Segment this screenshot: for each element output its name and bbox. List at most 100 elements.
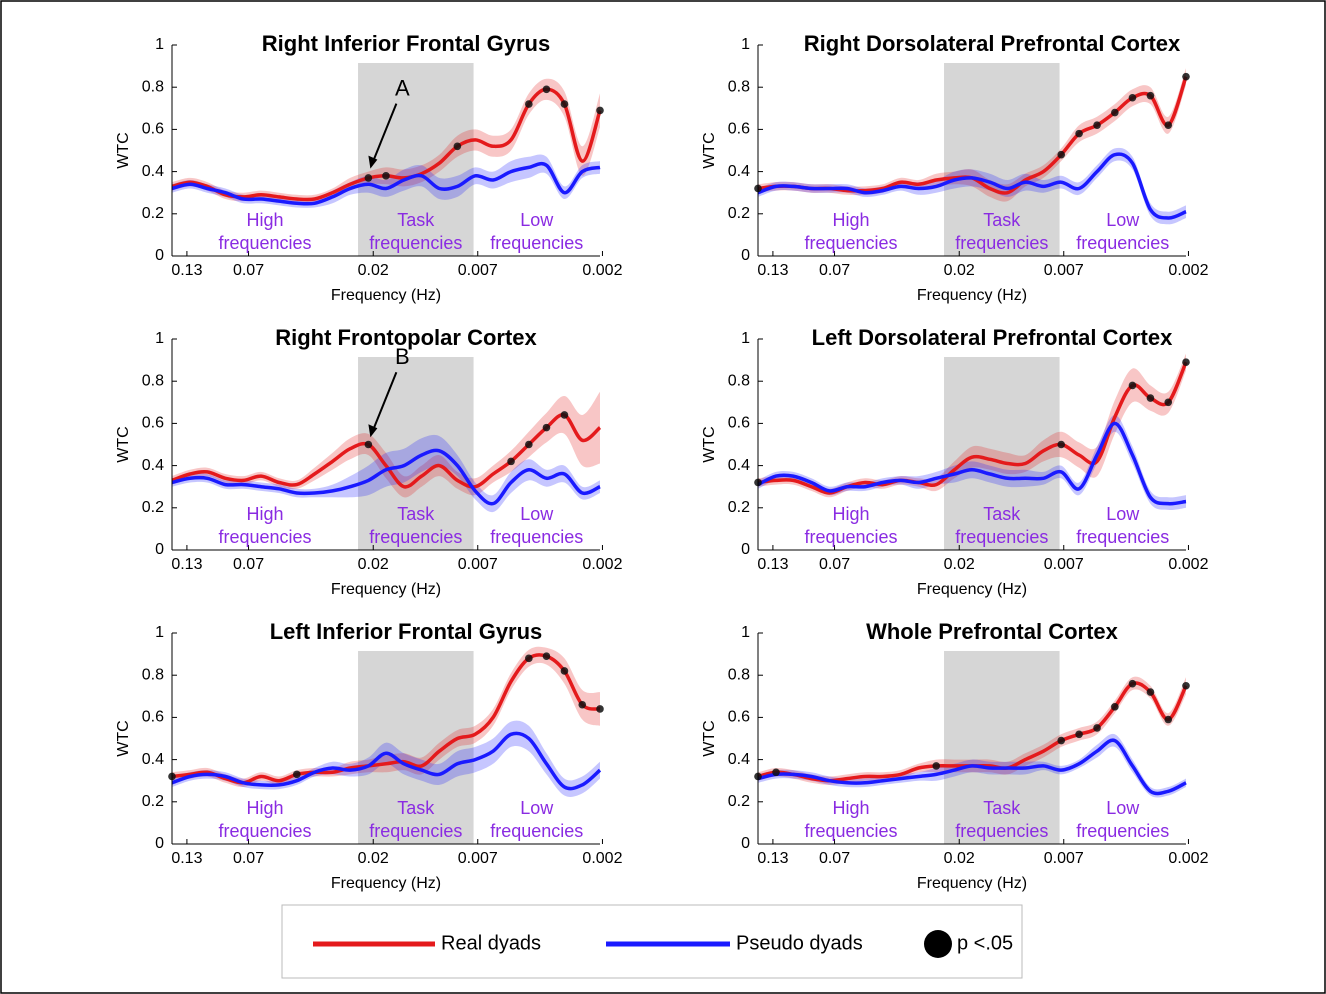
y-tick-label: 0.4 (142, 457, 164, 474)
region-label: frequencies (1076, 233, 1169, 253)
y-tick-label: 0.2 (728, 793, 750, 810)
significance-dot (1128, 93, 1137, 102)
significance-dot (542, 652, 551, 661)
y-tick-label: 0.4 (142, 751, 164, 768)
region-label: frequencies (490, 527, 583, 547)
significance-dot (1075, 129, 1083, 138)
significance-dot (1128, 381, 1137, 390)
x-tick-label: 0.002 (1168, 556, 1208, 573)
y-tick-label: 1 (741, 624, 750, 641)
significance-dot (542, 423, 551, 432)
error-band (758, 353, 1186, 498)
y-tick-label: 0 (741, 835, 750, 852)
y-tick-label: 0.8 (142, 666, 164, 683)
x-tick-label: 0.13 (171, 262, 202, 279)
region-label: frequencies (804, 527, 897, 547)
region-label: frequencies (955, 527, 1048, 547)
significance-dot (525, 440, 533, 449)
region-label: Low (520, 798, 554, 818)
series-line (171, 731, 602, 791)
region-label: Low (1106, 210, 1140, 230)
region-label: frequencies (218, 233, 311, 253)
y-tick-label: 0.6 (142, 121, 164, 138)
panel: 0 0.2 0.4 0.6 0.8 1 0.13 0.07 0.02 0.007 0.002 Freq… (115, 31, 622, 304)
region-label: frequencies (490, 821, 583, 841)
region-label: Task (983, 504, 1021, 524)
significance-dot (1164, 715, 1173, 724)
region-label: frequencies (804, 233, 897, 253)
significance-dot (364, 174, 373, 182)
series-line (757, 421, 1187, 506)
region-label: High (247, 210, 284, 230)
significance-dot (1057, 440, 1066, 449)
panel-title: Left Inferior Frontal Gyrus (270, 619, 543, 644)
y-axis-label: WTC (701, 720, 718, 756)
significance-dot (525, 654, 533, 663)
significance-dot (1164, 398, 1173, 407)
significance-dot (560, 411, 569, 419)
y-tick-label: 0.8 (142, 372, 164, 389)
y-axis-label: WTC (701, 426, 718, 462)
y-tick-label: 0.6 (728, 121, 750, 138)
region-label: frequencies (369, 233, 462, 253)
significance-dot (1093, 121, 1101, 129)
x-axis-label: Frequency (Hz) (917, 287, 1027, 304)
y-tick-label: 0 (155, 835, 164, 852)
y-tick-label: 1 (741, 330, 750, 347)
y-tick-label: 0 (741, 541, 750, 558)
y-axis-label: WTC (115, 132, 132, 168)
y-tick-label: 0.6 (728, 709, 750, 726)
y-tick-label: 0.4 (728, 163, 750, 180)
y-tick-label: 0.2 (142, 793, 164, 810)
y-tick-label: 0 (155, 541, 164, 558)
region-label: Low (1106, 798, 1140, 818)
y-tick-label: 0.6 (728, 415, 750, 432)
series-line (757, 361, 1188, 495)
x-tick-label: 0.02 (358, 262, 389, 279)
significance-dot (596, 705, 604, 713)
region-label: Low (1106, 504, 1140, 524)
significance-dot (1164, 121, 1173, 129)
region-label: Task (983, 210, 1021, 230)
significance-dot (578, 700, 587, 709)
error-band (172, 154, 600, 208)
x-tick-label: 0.007 (1044, 556, 1084, 573)
region-label: frequencies (1076, 527, 1169, 547)
significance-dot (1057, 736, 1066, 745)
region-label: Task (983, 798, 1021, 818)
x-tick-label: 0.02 (358, 850, 389, 867)
region-label: Task (397, 798, 435, 818)
x-tick-label: 0.13 (171, 850, 202, 867)
region-label: frequencies (218, 821, 311, 841)
x-tick-label: 0.02 (944, 850, 975, 867)
task-band (944, 651, 1060, 844)
significance-dot (1182, 72, 1190, 81)
x-tick-label: 0.007 (458, 556, 498, 573)
region-label: High (833, 504, 870, 524)
legend-label: p <.05 (957, 932, 1013, 954)
region-label: High (247, 798, 284, 818)
panel-title: Left Dorsolateral Prefrontal Cortex (812, 325, 1173, 350)
task-band (358, 63, 474, 256)
significance-dot (560, 667, 569, 675)
error-band (172, 391, 600, 498)
region-label: frequencies (218, 527, 311, 547)
panel: 0 0.2 0.4 0.6 0.8 1 0.13 0.07 0.02 0.007 0.002 Freq… (701, 325, 1208, 598)
significance-dot (293, 770, 301, 779)
x-tick-label: 0.002 (1168, 850, 1208, 867)
x-tick-label: 0.13 (757, 556, 788, 573)
significance-dot (382, 172, 390, 180)
significance-dot (772, 768, 780, 777)
panel-title: Right Frontopolar Cortex (275, 325, 537, 350)
legend-dot (924, 930, 952, 958)
region-label: Task (397, 504, 435, 524)
x-axis-label: Frequency (Hz) (331, 875, 441, 892)
significance-dot (596, 106, 604, 115)
series-line (171, 448, 601, 506)
y-tick-label: 0.2 (142, 499, 164, 516)
x-tick-label: 0.007 (1044, 262, 1084, 279)
region-label: frequencies (955, 821, 1048, 841)
y-tick-label: 0 (741, 247, 750, 264)
